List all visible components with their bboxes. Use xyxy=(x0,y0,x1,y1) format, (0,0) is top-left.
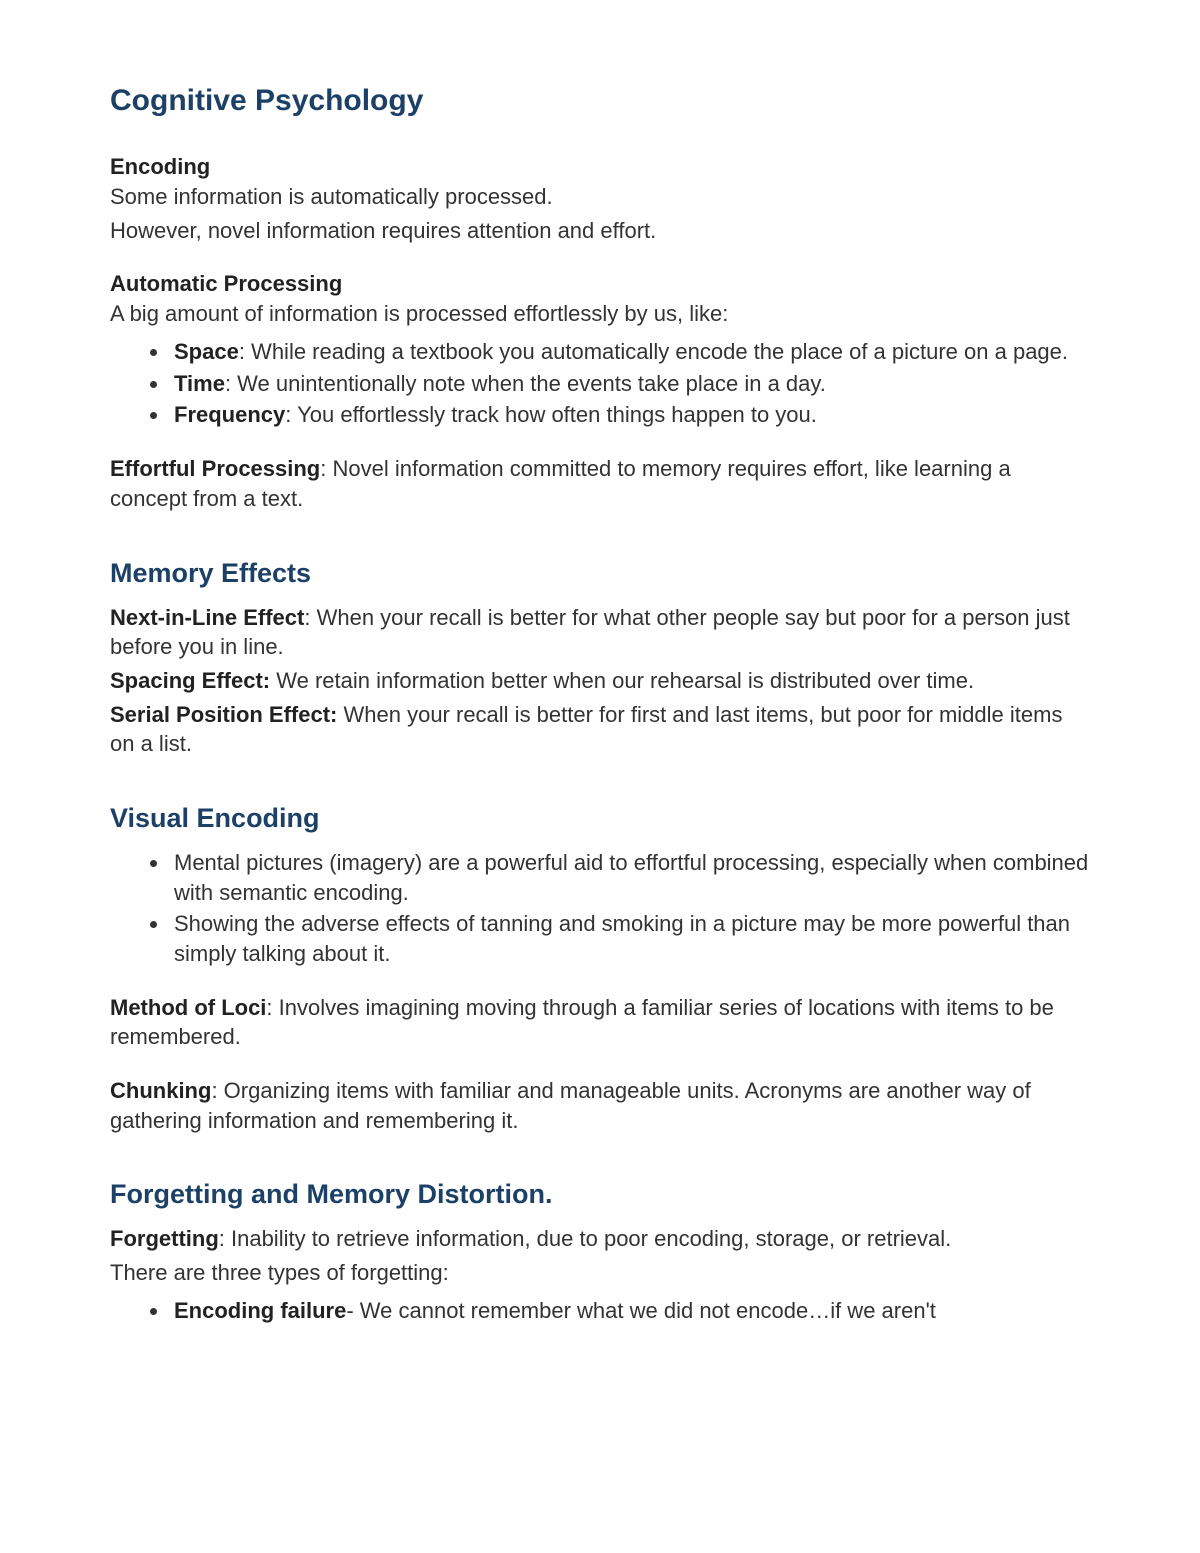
term: Spacing Effect: xyxy=(110,668,270,693)
visual-encoding-bullets: Mental pictures (imagery) are a powerful… xyxy=(110,848,1090,969)
term-text: : While reading a textbook you automatic… xyxy=(239,339,1068,364)
encoding-line2: However, novel information requires atte… xyxy=(110,216,1090,246)
page-title: Cognitive Psychology xyxy=(110,84,1090,118)
term-text: : Inability to retrieve information, due… xyxy=(219,1226,952,1251)
memory-effect-item: Spacing Effect: We retain information be… xyxy=(110,666,1090,696)
forgetting-types-intro: There are three types of forgetting: xyxy=(110,1258,1090,1288)
term: Chunking xyxy=(110,1078,211,1103)
forgetting-def: Forgetting: Inability to retrieve inform… xyxy=(110,1224,1090,1254)
forgetting-heading: Forgetting and Memory Distortion. xyxy=(110,1179,1090,1210)
chunking-paragraph: Chunking: Organizing items with familiar… xyxy=(110,1076,1090,1135)
method-of-loci-paragraph: Method of Loci: Involves imagining movin… xyxy=(110,993,1090,1052)
list-item: Encoding failure- We cannot remember wha… xyxy=(170,1296,1090,1326)
term: Serial Position Effect: xyxy=(110,702,337,727)
term: Time xyxy=(174,371,225,396)
list-item: Mental pictures (imagery) are a powerful… xyxy=(170,848,1090,907)
term-text: We retain information better when our re… xyxy=(270,668,974,693)
automatic-intro: A big amount of information is processed… xyxy=(110,299,1090,329)
term-text: : We unintentionally note when the event… xyxy=(225,371,826,396)
effortful-paragraph: Effortful Processing: Novel information … xyxy=(110,454,1090,513)
list-item: Frequency: You effortlessly track how of… xyxy=(170,400,1090,430)
encoding-heading: Encoding xyxy=(110,154,1090,180)
document-page: Cognitive Psychology Encoding Some infor… xyxy=(0,0,1200,1553)
list-item: Time: We unintentionally note when the e… xyxy=(170,369,1090,399)
term: Effortful Processing xyxy=(110,456,320,481)
term: Space xyxy=(174,339,239,364)
memory-effects-heading: Memory Effects xyxy=(110,558,1090,589)
list-item: Showing the adverse effects of tanning a… xyxy=(170,909,1090,968)
memory-effect-item: Next-in-Line Effect: When your recall is… xyxy=(110,603,1090,662)
forgetting-bullets: Encoding failure- We cannot remember wha… xyxy=(110,1296,1090,1326)
memory-effect-item: Serial Position Effect: When your recall… xyxy=(110,700,1090,759)
term: Next-in-Line Effect xyxy=(110,605,304,630)
list-item: Space: While reading a textbook you auto… xyxy=(170,337,1090,367)
term-text: - We cannot remember what we did not enc… xyxy=(346,1298,936,1323)
automatic-heading: Automatic Processing xyxy=(110,271,1090,297)
automatic-bullets: Space: While reading a textbook you auto… xyxy=(110,337,1090,430)
term-text: : Organizing items with familiar and man… xyxy=(110,1078,1031,1133)
encoding-line1: Some information is automatically proces… xyxy=(110,182,1090,212)
term: Frequency xyxy=(174,402,285,427)
visual-encoding-heading: Visual Encoding xyxy=(110,803,1090,834)
term: Forgetting xyxy=(110,1226,219,1251)
term-text: : You effortlessly track how often thing… xyxy=(285,402,817,427)
term: Method of Loci xyxy=(110,995,266,1020)
term: Encoding failure xyxy=(174,1298,346,1323)
